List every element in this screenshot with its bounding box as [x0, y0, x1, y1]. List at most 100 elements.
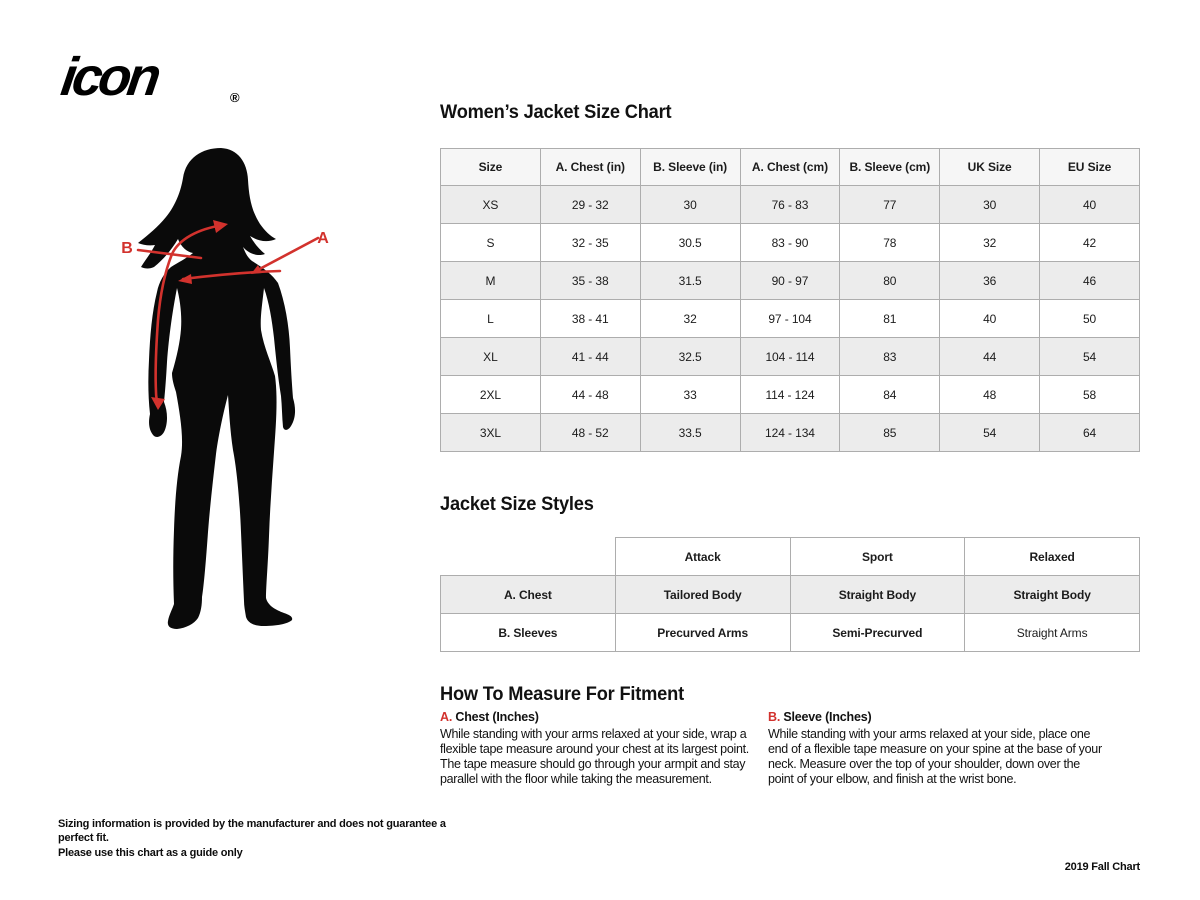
data-cell: 84	[839, 375, 941, 414]
sizing-disclaimer: Sizing information is provided by the ma…	[58, 817, 478, 860]
table-row: 2XL 44 - 48 33 114 - 124 84 48 58	[440, 375, 1140, 414]
registered-trademark-icon: ®	[230, 90, 240, 105]
sleeve-arrowhead-top	[213, 220, 228, 233]
data-cell: 38 - 41	[539, 299, 641, 338]
table-row: S 32 - 35 30.5 83 - 90 78 32 42	[440, 223, 1140, 262]
data-cell: 78	[839, 223, 941, 262]
fitment-sleeve-instructions: While standing with your arms relaxed at…	[768, 727, 1102, 786]
data-cell: 80	[839, 261, 941, 300]
data-cell: 97 - 104	[739, 299, 841, 338]
label-b: B	[121, 240, 133, 257]
row-header-cell: S	[440, 223, 541, 262]
data-cell: 54	[939, 413, 1041, 452]
column-header: EU Size	[1039, 148, 1140, 186]
row-header-cell: M	[440, 261, 541, 300]
table-row: 3XL 48 - 52 33.5 124 - 134 85 54 64	[440, 413, 1140, 452]
row-header-cell: 3XL	[440, 413, 541, 452]
disclaimer-line-1: Sizing information is provided by the ma…	[58, 818, 446, 845]
header-row: Size A. Chest (in) B. Sleeve (in) A. Chest …	[440, 148, 1140, 186]
fitment-title: How To Measure For Fitment	[440, 684, 684, 705]
data-cell: Precurved Arms	[614, 613, 791, 652]
data-cell: 64	[1039, 413, 1140, 452]
fitment-sleeve-label: Sleeve (Inches)	[783, 710, 872, 724]
data-cell: 44 - 48	[539, 375, 641, 414]
fitment-chest-letter: A.	[440, 710, 453, 724]
data-cell: 83 - 90	[739, 223, 841, 262]
content-column: Women’s Jacket Size Chart Size A. Chest (…	[440, 0, 1140, 900]
brand-logo-text: icon	[57, 47, 162, 107]
size-chart-title: Women’s Jacket Size Chart	[440, 102, 672, 123]
data-cell: 31.5	[639, 261, 741, 300]
data-cell: 48 - 52	[539, 413, 641, 452]
fitment-sleeve-letter: B.	[768, 710, 781, 724]
data-cell: 114 - 124	[739, 375, 841, 414]
row-header-cell: L	[440, 299, 541, 338]
data-cell: 81	[839, 299, 941, 338]
column-header: B. Sleeve (in)	[639, 148, 741, 186]
chest-arrowhead	[178, 274, 192, 284]
data-cell: Straight Arms	[964, 613, 1140, 652]
women-silhouette-figure: B A	[121, 148, 329, 629]
size-styles-table: Attack Sport Relaxed A. Chest Tailored Body S…	[440, 537, 1140, 652]
row-header-cell: 2XL	[440, 375, 541, 414]
data-cell: 124 - 134	[739, 413, 841, 452]
header-row: Attack Sport Relaxed	[441, 537, 1140, 576]
column-header: Relaxed	[964, 537, 1140, 576]
table-row: A. Chest Tailored Body Straight Body Straig…	[440, 575, 1140, 614]
table-row: B. Sleeves Precurved Arms Semi-Precurved St…	[440, 613, 1140, 652]
data-cell: 50	[1039, 299, 1140, 338]
data-cell: 30	[939, 185, 1041, 224]
data-cell: 30.5	[639, 223, 741, 262]
data-cell: 40	[1039, 185, 1140, 224]
row-header-cell: B. Sleeves	[440, 613, 616, 652]
data-cell: 83	[839, 337, 941, 376]
column-header: A. Chest (cm)	[739, 148, 841, 186]
disclaimer-line-2: Please use this chart as a guide only	[58, 846, 243, 859]
table-row: L 38 - 41 32 97 - 104 81 40 50	[440, 299, 1140, 338]
data-cell: 32	[939, 223, 1041, 262]
data-cell: 32.5	[639, 337, 741, 376]
sleeve-measurement-line	[154, 223, 225, 406]
row-header-cell: XS	[440, 185, 541, 224]
size-styles-title: Jacket Size Styles	[440, 494, 594, 515]
data-cell: 33.5	[639, 413, 741, 452]
data-cell: 36	[939, 261, 1041, 300]
table-row: XS 29 - 32 30 76 - 83 77 30 40	[440, 185, 1140, 224]
data-cell: Semi-Precurved	[789, 613, 966, 652]
fitment-section-sleeve: B. Sleeve (Inches) While standing with y…	[768, 710, 1104, 787]
data-cell: 41 - 44	[539, 337, 641, 376]
data-cell: 54	[1039, 337, 1140, 376]
column-header: A. Chest (in)	[539, 148, 641, 186]
data-cell: 76 - 83	[739, 185, 841, 224]
data-cell: Straight Body	[789, 575, 966, 614]
fitment-sleeve-heading: B. Sleeve (Inches)	[768, 710, 1104, 724]
column-header: B. Sleeve (cm)	[839, 148, 941, 186]
fitment-section-chest: A. Chest (Inches) While standing with yo…	[440, 710, 766, 787]
data-cell: 29 - 32	[539, 185, 641, 224]
blank-corner-cell	[441, 538, 616, 576]
edition-note: 2019 Fall Chart	[1064, 861, 1140, 873]
column-header: Size	[440, 148, 541, 186]
a-pointer-arrowhead	[251, 265, 262, 274]
data-cell: Straight Body	[964, 575, 1140, 614]
data-cell: 46	[1039, 261, 1140, 300]
data-cell: 32	[639, 299, 741, 338]
data-cell: 33	[639, 375, 741, 414]
data-cell: 44	[939, 337, 1041, 376]
brand-logo: icon ®	[57, 47, 258, 114]
row-header-cell: A. Chest	[440, 575, 616, 614]
a-pointer-line	[252, 236, 320, 274]
fitment-chest-heading: A. Chest (Inches)	[440, 710, 766, 724]
data-cell: 32 - 35	[539, 223, 641, 262]
chest-measurement-line	[181, 269, 282, 281]
data-cell: 35 - 38	[539, 261, 641, 300]
sleeve-arrowhead-bottom	[151, 397, 165, 410]
body-silhouette	[138, 148, 296, 629]
data-cell: 104 - 114	[739, 337, 841, 376]
data-cell: 85	[839, 413, 941, 452]
data-cell: 48	[939, 375, 1041, 414]
row-header-cell: XL	[440, 337, 541, 376]
data-cell: 30	[639, 185, 741, 224]
column-header: UK Size	[939, 148, 1041, 186]
